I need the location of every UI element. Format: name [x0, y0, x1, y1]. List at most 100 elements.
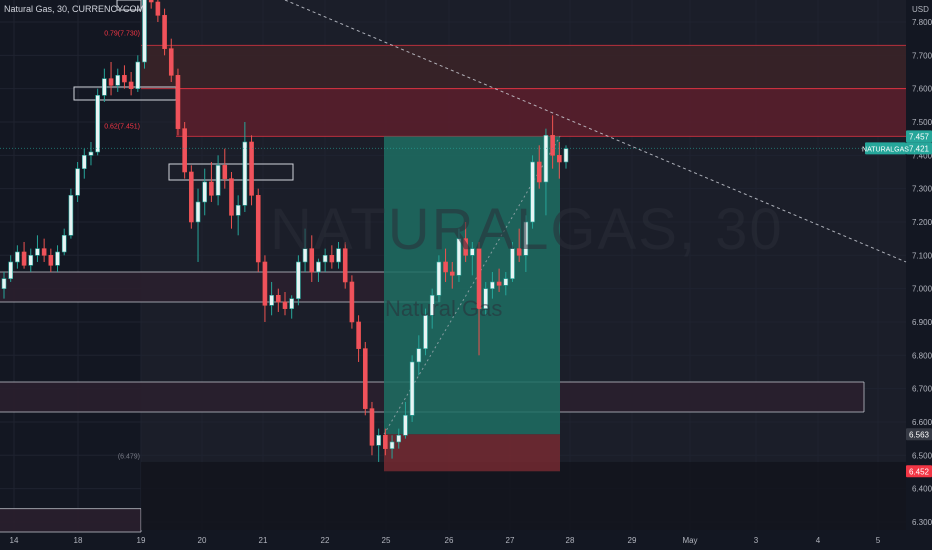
- candle-body: [463, 238, 468, 256]
- name-watermark: Natural Gas: [385, 296, 503, 321]
- price-tick-label: 6.500: [912, 451, 932, 460]
- candle-body: [175, 75, 181, 129]
- candle-body: [336, 248, 341, 263]
- candle-body: [215, 165, 221, 196]
- candle-body: [235, 205, 241, 216]
- candle-body: [162, 15, 167, 49]
- candle-body: [262, 261, 268, 306]
- fib-label: (6.479): [118, 454, 140, 461]
- time-tick-label: 19: [137, 536, 146, 545]
- candle-body: [222, 165, 228, 179]
- trendline-layer[interactable]: [0, 0, 907, 263]
- candle-body: [182, 128, 187, 173]
- candle-body: [429, 295, 435, 316]
- candle-body: [550, 135, 555, 156]
- candle-body: [55, 251, 60, 266]
- candle-body: [15, 251, 20, 263]
- candle-body: [282, 301, 288, 309]
- price-label-bg: [906, 428, 932, 441]
- dashed-trendline: [284, 0, 907, 263]
- symbol-watermark: NATURALGAS, 30: [270, 197, 784, 262]
- symbol-tag-text: NATURALGAS: [862, 146, 909, 153]
- candle-body: [530, 161, 535, 223]
- time-tick-label: May: [682, 536, 697, 545]
- time-tick-label: 4: [816, 536, 821, 545]
- candle-body: [269, 295, 274, 306]
- time-tick-label: 21: [259, 536, 268, 545]
- price-axis[interactable]: 7.800 7.700 7.600 7.500 7.400 7.300 7.200 7.100…: [912, 18, 932, 527]
- candle-body: [75, 168, 80, 196]
- fib-labels: 0.79(7.730) 0.62(7.451) (6.479): [104, 30, 140, 460]
- candle-body: [195, 201, 201, 223]
- time-tick-label: 14: [10, 536, 19, 545]
- time-axis[interactable]: 14 18 19 20 21 22 25 26 27 28 29 May 3 4 5: [10, 536, 881, 545]
- candle-body: [563, 148, 569, 163]
- candle-body: [383, 434, 388, 449]
- time-tick-label: 18: [74, 536, 83, 545]
- candle-body: [48, 255, 54, 266]
- price-tick-label: 6.400: [912, 485, 932, 494]
- candle-body: [122, 75, 127, 83]
- candle-body: [356, 321, 361, 349]
- time-tick-label: 22: [321, 536, 330, 545]
- candle-body: [148, 0, 154, 3]
- candle-body: [28, 255, 34, 266]
- price-tick-label: 7.500: [912, 118, 932, 127]
- candle-body: [61, 235, 67, 253]
- candle-body: [68, 195, 74, 236]
- candle-body: [189, 171, 194, 223]
- candle-body: [81, 155, 87, 169]
- zone-demand: [0, 508, 141, 532]
- price-tick-label: 7.200: [912, 218, 932, 227]
- price-label-text: 7.457: [909, 132, 930, 141]
- zones-layer: [0, 44, 906, 533]
- price-tick-label: 7.700: [912, 51, 932, 60]
- candle-body: [449, 271, 455, 276]
- candle-body: [322, 255, 328, 263]
- candle-body: [496, 281, 502, 286]
- candle-body: [503, 278, 509, 286]
- candle-body: [276, 295, 281, 303]
- candle-body: [135, 61, 141, 89]
- candle-body: [490, 281, 495, 289]
- candle-body: [376, 434, 381, 446]
- price-labels: 7.457 7.421 6.563 6.452 NATURALGAS: [862, 130, 932, 478]
- time-axis-bg: [0, 530, 932, 550]
- price-label-bg: [906, 142, 932, 155]
- price-tick-label: 7.100: [912, 251, 932, 260]
- candle-body: [349, 281, 355, 323]
- candle-body: [523, 221, 529, 256]
- candle-body: [142, 0, 147, 63]
- lower-band: [141, 461, 906, 530]
- candlestick-series: [1, 0, 569, 462]
- chart-title: Natural Gas, 30, CURRENCYCOM: [4, 4, 145, 14]
- candle-body: [483, 288, 489, 309]
- price-tick-label: 6.800: [912, 351, 932, 360]
- candle-body: [362, 348, 368, 409]
- price-label-bg: [906, 130, 932, 143]
- candle-body: [88, 151, 94, 156]
- candle-body: [128, 81, 134, 89]
- candle-body: [202, 181, 208, 203]
- candle-body: [102, 78, 107, 96]
- candle-body: [1, 278, 7, 289]
- candle-body: [255, 195, 261, 263]
- fib-label: 0.79(7.730): [104, 30, 140, 37]
- candle-body: [396, 434, 402, 443]
- candle-body: [155, 1, 161, 16]
- time-tick-label: 25: [382, 536, 391, 545]
- candle-body: [403, 414, 408, 436]
- candle-body: [302, 248, 308, 263]
- candle-body: [289, 298, 294, 309]
- candle-body: [543, 135, 549, 183]
- price-label-text: 7.421: [909, 144, 930, 153]
- candle-body: [309, 248, 315, 273]
- zone-supply: [176, 88, 906, 137]
- price-tick-label: 7.800: [912, 18, 932, 27]
- stop-zone: [384, 434, 560, 472]
- price-axis-bg: [906, 0, 932, 530]
- time-tick-label: 3: [754, 536, 759, 545]
- candle-body: [416, 348, 422, 363]
- price-tick-label: 6.700: [912, 385, 932, 394]
